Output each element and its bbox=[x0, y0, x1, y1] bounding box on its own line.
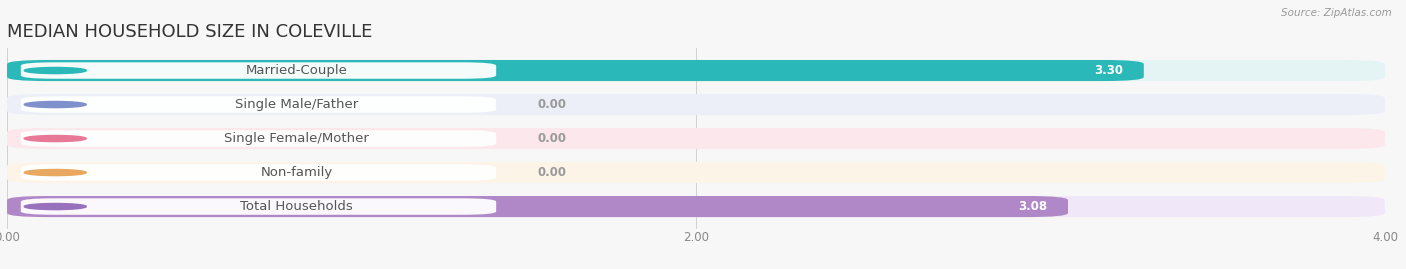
FancyBboxPatch shape bbox=[7, 60, 1144, 81]
Circle shape bbox=[24, 203, 86, 210]
FancyBboxPatch shape bbox=[21, 62, 496, 79]
FancyBboxPatch shape bbox=[7, 196, 1069, 217]
Text: 0.00: 0.00 bbox=[537, 132, 567, 145]
Text: 0.00: 0.00 bbox=[537, 98, 567, 111]
Text: Source: ZipAtlas.com: Source: ZipAtlas.com bbox=[1281, 8, 1392, 18]
FancyBboxPatch shape bbox=[21, 198, 496, 215]
Text: 3.30: 3.30 bbox=[1094, 64, 1123, 77]
Text: Non-family: Non-family bbox=[260, 166, 332, 179]
Circle shape bbox=[24, 68, 86, 74]
Text: Married-Couple: Married-Couple bbox=[246, 64, 347, 77]
FancyBboxPatch shape bbox=[21, 130, 496, 147]
FancyBboxPatch shape bbox=[7, 60, 1385, 81]
Text: 0.00: 0.00 bbox=[537, 166, 567, 179]
FancyBboxPatch shape bbox=[21, 164, 496, 181]
FancyBboxPatch shape bbox=[7, 128, 1385, 149]
Text: MEDIAN HOUSEHOLD SIZE IN COLEVILLE: MEDIAN HOUSEHOLD SIZE IN COLEVILLE bbox=[7, 23, 373, 41]
Circle shape bbox=[24, 169, 86, 176]
FancyBboxPatch shape bbox=[7, 162, 1385, 183]
Circle shape bbox=[24, 136, 86, 141]
FancyBboxPatch shape bbox=[7, 94, 1385, 115]
Text: 3.08: 3.08 bbox=[1018, 200, 1047, 213]
Text: Single Female/Mother: Single Female/Mother bbox=[224, 132, 368, 145]
Circle shape bbox=[24, 101, 86, 108]
FancyBboxPatch shape bbox=[21, 96, 496, 113]
Text: Total Households: Total Households bbox=[240, 200, 353, 213]
FancyBboxPatch shape bbox=[7, 196, 1385, 217]
Text: Single Male/Father: Single Male/Father bbox=[235, 98, 359, 111]
